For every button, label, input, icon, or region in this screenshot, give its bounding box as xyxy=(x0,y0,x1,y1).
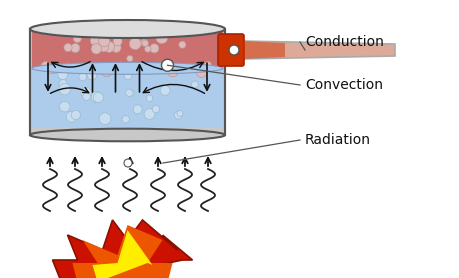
Circle shape xyxy=(162,59,174,71)
Circle shape xyxy=(104,41,115,52)
Circle shape xyxy=(99,43,108,52)
Circle shape xyxy=(144,109,155,120)
Circle shape xyxy=(162,62,168,68)
Circle shape xyxy=(128,90,134,96)
Circle shape xyxy=(83,93,90,100)
Circle shape xyxy=(101,66,112,77)
Circle shape xyxy=(140,67,147,74)
Circle shape xyxy=(160,86,170,95)
Circle shape xyxy=(124,72,132,80)
Circle shape xyxy=(91,91,103,103)
Circle shape xyxy=(47,66,55,74)
Circle shape xyxy=(145,46,151,52)
Circle shape xyxy=(122,116,129,123)
Circle shape xyxy=(99,113,111,125)
Circle shape xyxy=(179,41,186,48)
Circle shape xyxy=(174,111,182,119)
Circle shape xyxy=(59,80,67,88)
Circle shape xyxy=(126,89,133,96)
Text: Conduction: Conduction xyxy=(305,35,384,49)
Circle shape xyxy=(140,39,147,46)
Circle shape xyxy=(71,43,80,53)
Circle shape xyxy=(146,65,155,74)
Circle shape xyxy=(91,44,101,54)
Circle shape xyxy=(156,32,168,44)
Circle shape xyxy=(167,65,179,77)
Circle shape xyxy=(81,87,91,98)
Ellipse shape xyxy=(30,129,225,141)
Circle shape xyxy=(41,61,51,72)
Bar xyxy=(30,29,225,135)
Circle shape xyxy=(129,38,141,49)
Polygon shape xyxy=(73,225,173,278)
Polygon shape xyxy=(240,41,395,59)
Circle shape xyxy=(71,110,80,120)
Bar xyxy=(32,68,223,126)
Circle shape xyxy=(58,70,68,80)
Circle shape xyxy=(204,61,212,69)
Ellipse shape xyxy=(32,62,223,74)
Bar xyxy=(32,31,223,70)
Text: Convection: Convection xyxy=(305,78,383,92)
Circle shape xyxy=(150,44,159,53)
FancyArrowPatch shape xyxy=(142,62,203,71)
Circle shape xyxy=(93,92,103,103)
Circle shape xyxy=(196,67,207,78)
Circle shape xyxy=(191,81,198,88)
Circle shape xyxy=(177,110,183,116)
FancyArrowPatch shape xyxy=(52,62,90,68)
Text: Radiation: Radiation xyxy=(305,133,371,147)
Circle shape xyxy=(87,70,97,80)
Circle shape xyxy=(73,35,81,43)
Polygon shape xyxy=(240,41,285,59)
Bar xyxy=(30,29,225,135)
Circle shape xyxy=(60,101,70,112)
Circle shape xyxy=(133,105,142,114)
Circle shape xyxy=(142,40,148,46)
Circle shape xyxy=(79,73,87,81)
Circle shape xyxy=(65,63,72,69)
Polygon shape xyxy=(93,230,152,278)
Circle shape xyxy=(152,105,160,113)
Circle shape xyxy=(117,62,124,69)
Ellipse shape xyxy=(30,20,225,38)
FancyArrowPatch shape xyxy=(50,88,89,93)
Circle shape xyxy=(124,159,132,167)
Circle shape xyxy=(113,37,122,46)
Circle shape xyxy=(112,43,121,53)
Circle shape xyxy=(66,111,77,122)
Polygon shape xyxy=(52,220,192,278)
Circle shape xyxy=(99,36,110,47)
Circle shape xyxy=(229,45,239,55)
Circle shape xyxy=(59,83,71,95)
Circle shape xyxy=(127,55,133,62)
Circle shape xyxy=(64,43,72,52)
FancyArrowPatch shape xyxy=(143,85,205,93)
Circle shape xyxy=(50,64,59,73)
Circle shape xyxy=(90,36,101,46)
FancyBboxPatch shape xyxy=(218,34,244,66)
Circle shape xyxy=(146,95,153,101)
